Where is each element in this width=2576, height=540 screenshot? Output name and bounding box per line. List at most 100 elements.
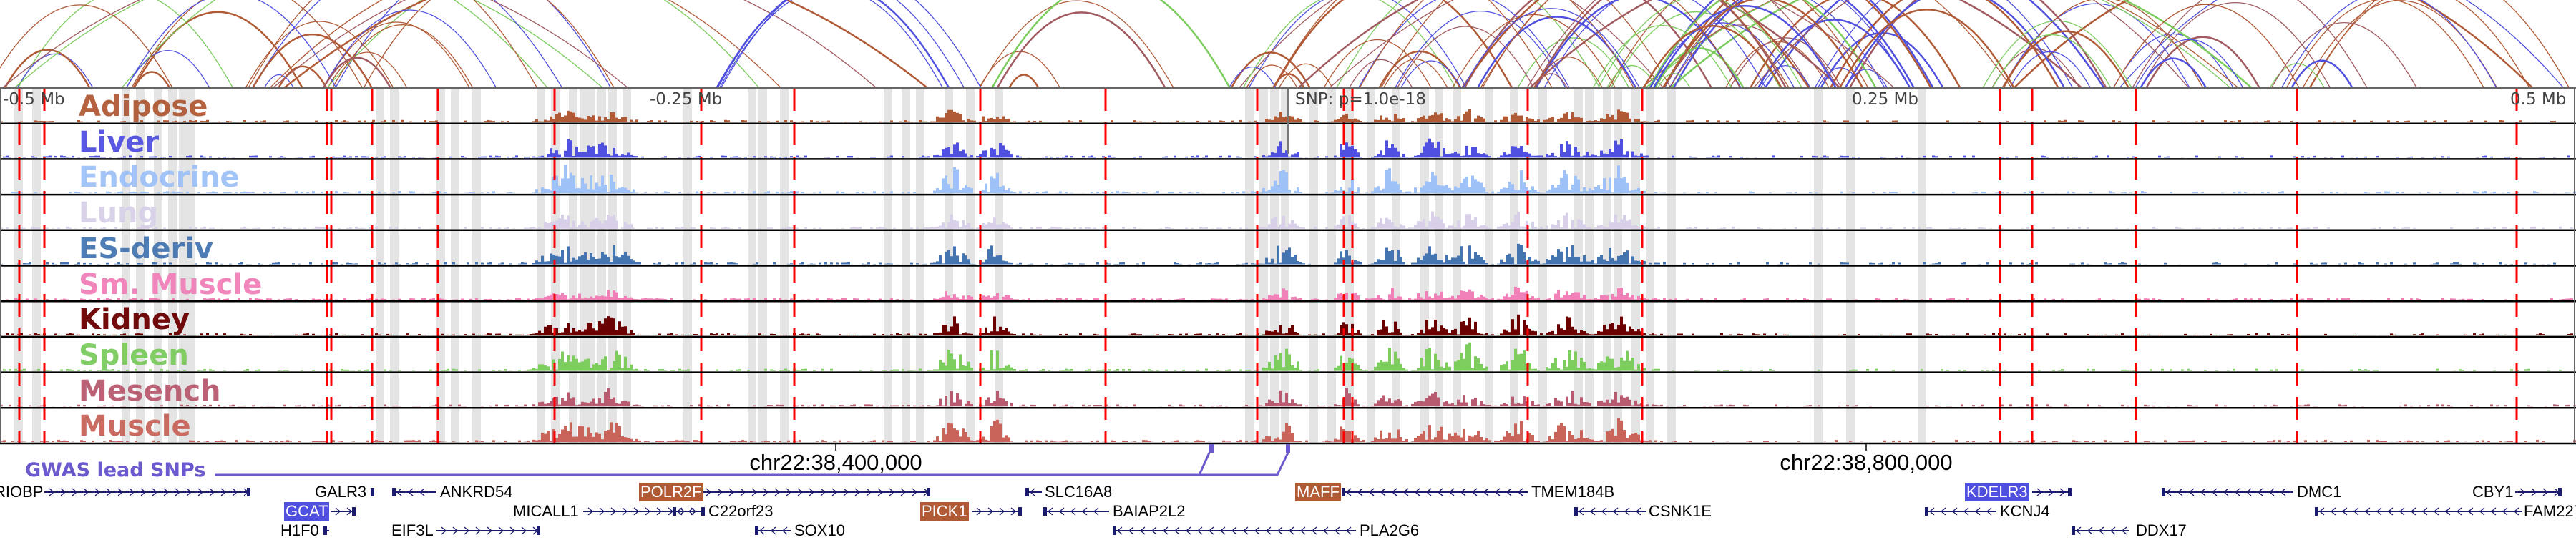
exon xyxy=(1025,488,1029,496)
exon xyxy=(2068,488,2072,496)
loop-arc xyxy=(1657,73,1691,89)
loop-arc xyxy=(1845,69,1888,89)
signal-kidney xyxy=(0,314,2576,335)
gene-tmem184b[interactable]: TMEM184B xyxy=(1531,483,1615,501)
strand-arrow-icon xyxy=(976,507,982,516)
loop-arc xyxy=(363,0,615,89)
gene-pla2g6[interactable]: PLA2G6 xyxy=(1360,521,1420,539)
strand-arrow-icon xyxy=(117,488,124,496)
loop-arc xyxy=(251,0,563,89)
loop-arc xyxy=(1982,20,2132,89)
gene-cby1[interactable]: CBY1 xyxy=(2472,483,2514,501)
loop-arc xyxy=(1760,65,1811,89)
strand-arrow-icon xyxy=(1483,488,1489,496)
loop-arc xyxy=(1533,57,1603,89)
strand-arrow-icon xyxy=(676,507,683,516)
strand-arrow-icon xyxy=(2245,488,2252,496)
gene-baiap2l2[interactable]: BAIAP2L2 xyxy=(1113,502,1186,520)
gene-eif3l[interactable]: EIF3L xyxy=(391,521,434,539)
loop-arc xyxy=(1395,11,1566,89)
loop-arc xyxy=(269,0,781,89)
strand-arrow-icon xyxy=(1070,507,1076,516)
signal-lung xyxy=(0,211,2576,229)
loop-arc xyxy=(1649,22,1795,89)
loop-arc xyxy=(2132,0,2368,89)
gene-riobp[interactable]: RIOBP xyxy=(0,483,44,501)
gene-fam227[interactable]: FAM227 xyxy=(2524,502,2576,520)
strand-arrow-icon xyxy=(2211,488,2218,496)
exon xyxy=(1342,488,1345,496)
strand-arrow-icon xyxy=(2353,507,2359,516)
loop-arc xyxy=(1652,5,1837,89)
strand-arrow-icon xyxy=(1928,507,1935,516)
loop-arc xyxy=(2009,51,2091,89)
strand-arrow-icon xyxy=(1311,526,1317,535)
loop-arc xyxy=(2119,0,2565,89)
gene-csnk1e[interactable]: CSNK1E xyxy=(1649,502,1712,520)
signal-liver xyxy=(0,138,2576,158)
loop-arc xyxy=(323,21,470,89)
strand-arrow-icon xyxy=(1231,526,1237,535)
gene-pick1[interactable]: PICK1 xyxy=(920,502,969,521)
loop-arc xyxy=(1642,25,1782,89)
loop-arc xyxy=(2003,0,2204,89)
strand-arrow-icon xyxy=(2188,488,2195,496)
loop-arc xyxy=(327,51,408,89)
strand-arrow-icon xyxy=(2444,507,2451,516)
loop-arc xyxy=(1248,0,1467,89)
loop-arc xyxy=(1991,34,2112,89)
gene-c22orf23[interactable]: C22orf23 xyxy=(708,502,774,520)
loop-arc xyxy=(1230,51,1311,89)
strand-arrow-icon xyxy=(2456,507,2462,516)
gene-gcat[interactable]: GCAT xyxy=(284,502,330,521)
loop-arc xyxy=(1278,63,1333,89)
gene-kcnj4[interactable]: KCNJ4 xyxy=(2000,502,2050,520)
strand-arrow-icon xyxy=(1116,526,1123,535)
loop-arc xyxy=(2280,0,2497,89)
strand-arrow-icon xyxy=(2490,507,2497,516)
strand-arrow-icon xyxy=(2059,488,2066,496)
gene-ankrd54[interactable]: ANKRD54 xyxy=(440,483,513,501)
loop-arc xyxy=(125,50,210,89)
loop-arc xyxy=(1463,0,1712,89)
strand-arrow-icon xyxy=(999,507,1005,516)
loop-arc xyxy=(1228,67,1277,89)
strand-arrow-icon xyxy=(1494,488,1501,496)
loop-arc xyxy=(1336,0,1601,89)
track-label-kidney: Kidney xyxy=(79,303,190,337)
loop-arc xyxy=(1528,0,2083,89)
loop-arc xyxy=(1462,8,1641,89)
loop-arc xyxy=(2140,57,2207,89)
gene-micall1[interactable]: MICALL1 xyxy=(513,502,579,520)
loop-arc xyxy=(1757,19,1911,89)
strand-arrow-icon xyxy=(1254,526,1260,535)
loop-arc xyxy=(1380,0,1672,89)
loop-arc xyxy=(1482,0,1741,89)
gene-polr2f[interactable]: POLR2F xyxy=(639,483,703,501)
gene-galr3[interactable]: GALR3 xyxy=(315,483,367,501)
exon xyxy=(1574,507,1578,516)
strand-arrow-icon xyxy=(770,526,776,535)
gene-slc16a8[interactable]: SLC16A8 xyxy=(1045,483,1113,501)
strand-arrow-icon xyxy=(1601,507,1607,516)
loop-arc xyxy=(133,71,171,89)
track-label-adipose: Adipose xyxy=(79,90,208,123)
loop-arc xyxy=(1534,73,1568,89)
gene-ddx17[interactable]: DDX17 xyxy=(2136,521,2187,539)
gene-h1f0[interactable]: H1F0 xyxy=(280,521,319,539)
loop-arc xyxy=(121,0,548,89)
loop-arc xyxy=(2112,4,2300,89)
strand-arrow-icon xyxy=(1047,507,1053,516)
loop-arc xyxy=(1349,59,1413,89)
gene-maff[interactable]: MAFF xyxy=(1295,483,1341,501)
strand-arrow-icon xyxy=(1624,507,1630,516)
strand-arrow-icon xyxy=(1058,507,1065,516)
loop-arc xyxy=(2290,59,2353,89)
exon xyxy=(352,507,356,516)
gene-dmc1[interactable]: DMC1 xyxy=(2297,483,2342,501)
gene-kdelr3[interactable]: KDELR3 xyxy=(1965,483,2029,501)
loop-arc xyxy=(2269,63,2325,89)
strand-arrow-icon xyxy=(706,488,712,496)
loop-arc xyxy=(2013,0,2534,89)
gene-sox10[interactable]: SOX10 xyxy=(794,521,845,539)
